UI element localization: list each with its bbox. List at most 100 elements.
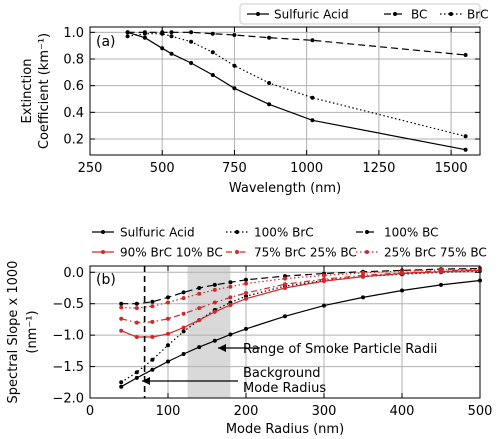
panel-b-legend-marker: [101, 250, 105, 254]
panel-a-series-point: [310, 95, 315, 100]
panel-b-series-point: [244, 281, 248, 286]
panel-a-legend-marker: [393, 12, 397, 16]
panel-a-y-tick-label: 0.2: [63, 133, 84, 148]
panel-b-series-point: [150, 357, 155, 362]
panel-b-legend-marker: [235, 230, 239, 234]
panel-a-legend-box: [239, 3, 481, 25]
panel-b-series-point: [150, 304, 155, 309]
panel-b-series-point: [212, 338, 217, 343]
panel-b-legend-label: 25% BrC 75% BC: [384, 246, 487, 260]
panel-b-series-point: [166, 359, 170, 364]
panel-b-series-point: [244, 277, 248, 282]
panel-b-series-point: [244, 326, 248, 331]
panel-b-series-point: [166, 331, 170, 336]
panel-b-series-point: [134, 306, 139, 311]
panel-b-series-point: [150, 319, 155, 324]
panel-a-series-point: [189, 30, 194, 35]
panel-b-x-tick-label: 0: [86, 404, 94, 419]
panel-b-series-point: [244, 296, 248, 301]
panel-b-y-tick-label: 0.0: [63, 266, 84, 281]
panel-a-legend-label: BC: [411, 8, 427, 22]
panel-a-series-line: [127, 31, 466, 56]
panel-b-series-point: [228, 284, 233, 289]
panel-b-series-point: [322, 277, 326, 282]
panel-b: 0 100 200 300 400 500−2.0−1.5−1.0−0.50.0 (b) …: [6, 226, 492, 438]
panel-b-series-point: [283, 282, 287, 287]
panel-b-series-point: [322, 273, 326, 278]
panel-a-y-tick-label: 0.4: [63, 106, 84, 121]
panel-b-series-point: [283, 286, 287, 290]
panel-a-legend-label: BrC: [467, 8, 489, 22]
panel-b-series-point: [212, 287, 217, 292]
panel-b-series-point: [212, 309, 217, 314]
panel-b-series-point: [134, 370, 139, 375]
panel-b-series-point: [283, 276, 287, 281]
panel-a-series-point: [232, 33, 237, 37]
panel-b-series-point: [400, 288, 404, 293]
panel-b-legend-label: 75% BrC 25% BC: [254, 246, 357, 260]
panel-b-series-point: [228, 295, 233, 300]
panel-b-x-tick-label: 200: [234, 404, 259, 419]
panel-b-series-point: [119, 316, 124, 321]
panel-a-y-tick-label: 1.0: [63, 26, 84, 41]
panel-b-frame: [89, 265, 481, 399]
panel-b-series-point: [166, 343, 170, 348]
panel-b-legend-label: 90% BrC 10% BC: [120, 246, 223, 260]
panel-b-label: (b): [96, 272, 116, 288]
background-mode-annotation: Background Mode Radius: [142, 366, 326, 396]
panel-a-series-point: [463, 147, 468, 152]
panel-a-grid: [89, 27, 480, 155]
panel-b-series-point: [197, 306, 202, 311]
panel-a-y-tick-label: 0.8: [63, 53, 84, 68]
background-mode-label-line2: Mode Radius: [243, 381, 326, 396]
panel-a-series-line: [127, 33, 466, 137]
panel-a-series-point: [463, 53, 468, 57]
panel-b-series-point: [119, 328, 124, 333]
panel-b-series-point: [181, 296, 186, 301]
panel-a-series-point: [125, 30, 130, 35]
panel-b-series-point: [212, 282, 217, 287]
panel-b-series-point: [439, 267, 443, 272]
panel-b-series-point: [181, 311, 186, 316]
panel-b-series-point: [119, 305, 124, 310]
panel-b-series-point: [119, 380, 124, 385]
panel-b-series-point: [197, 291, 202, 296]
panel-a-series-point: [169, 30, 174, 35]
panel-b-series-point: [197, 345, 202, 350]
panel-b-series-point: [197, 286, 202, 290]
panel-a-series-point: [142, 35, 147, 40]
panel-b-series-point: [181, 290, 186, 295]
panel-a-series-point: [160, 31, 165, 36]
panel-a-series-point: [142, 31, 147, 36]
panel-b-series-point: [119, 384, 124, 389]
panel-b-legend-label: 100% BC: [384, 226, 439, 240]
panel-b-series-point: [361, 270, 365, 275]
panel-b-x-tick-label: 500: [468, 404, 493, 419]
panel-b-x-tick-label: 300: [312, 404, 337, 419]
panel-a-series-line: [127, 31, 466, 151]
background-mode-label-line1: Background: [243, 366, 321, 381]
panel-b-series-point: [361, 295, 365, 300]
panel-b-legend: Sulfuric Acid 100% BrC 100% BC 90% BrC 10% …: [92, 226, 487, 260]
panel-a-series-point: [267, 102, 272, 107]
panel-a-series-point: [169, 51, 174, 56]
panel-a-series-point: [189, 39, 194, 44]
panel-a-series-point: [310, 118, 315, 123]
panel-a-ticks: 250 500 750 1000 1250 1500 0.2 0.4 0.6 0.8 1.0: [63, 26, 480, 176]
panel-a-series-point: [463, 134, 468, 139]
panel-b-series-point: [439, 282, 443, 287]
smoke-radii-annotation: Range of Smoke Particle Radii: [218, 342, 437, 357]
panel-a-series-point: [210, 50, 215, 55]
panel-b-series-point: [134, 301, 139, 306]
panel-b-series-point: [197, 318, 202, 323]
smoke-radii-arrowhead: [218, 344, 226, 352]
panel-a-series-point: [310, 38, 315, 43]
panel-b-x-tick-label: 100: [156, 404, 181, 419]
panel-b-series-point: [322, 303, 326, 308]
panel-b-series-point: [283, 314, 287, 319]
panel-a-series-point: [267, 81, 272, 85]
background-mode-arrowhead: [142, 377, 150, 385]
panel-a-legend-marker: [449, 12, 453, 16]
panel-a: 250 500 750 1000 1250 1500 0.2 0.4 0.6 0.8 1.0 (a)…: [20, 3, 489, 196]
